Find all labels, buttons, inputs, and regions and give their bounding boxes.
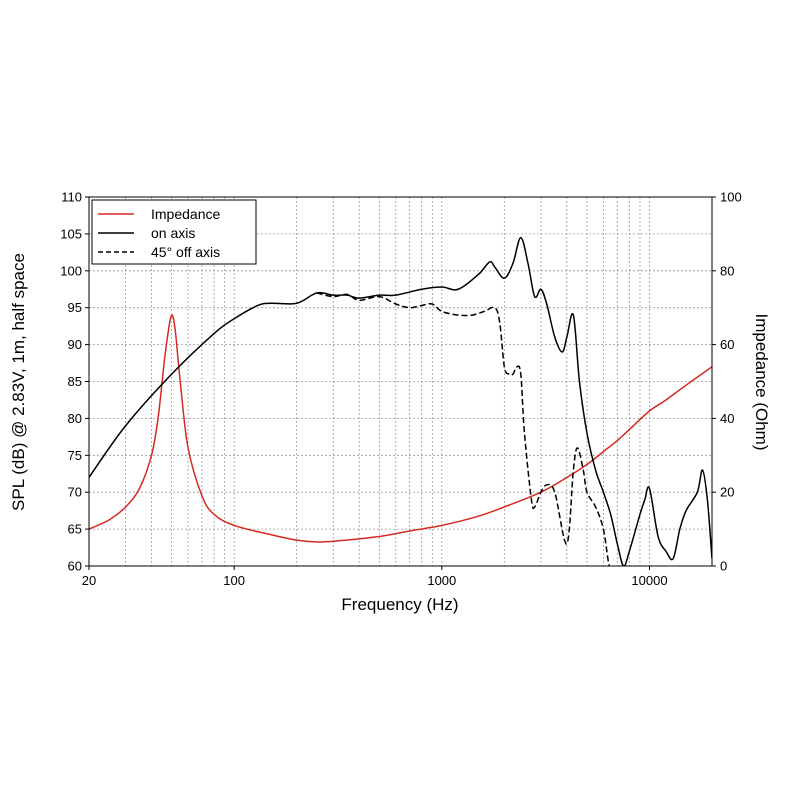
x-tick-label: 1000 — [427, 573, 456, 588]
y-tick-label: 100 — [60, 263, 82, 278]
y2-tick-label: 100 — [720, 190, 742, 205]
y2-tick-label: 60 — [720, 337, 734, 352]
legend-label-impedance: Impedance — [151, 206, 220, 222]
y-tick-label: 110 — [61, 190, 82, 205]
x-tick-label: 20 — [82, 573, 96, 588]
y-axis-title: SPL (dB) @ 2.83V, 1m, half space — [9, 253, 28, 511]
y-tick-label: 105 — [60, 226, 82, 241]
legend-label-on-axis: on axis — [151, 225, 195, 241]
y2-tick-label: 80 — [720, 263, 734, 278]
y-tick-label: 95 — [68, 300, 82, 315]
series-line-on-axis — [89, 236, 712, 566]
y-tick-label: 75 — [68, 448, 82, 463]
series-line-45-off-axis — [316, 292, 615, 566]
series-layer — [89, 236, 712, 566]
y2-tick-label: 20 — [720, 485, 734, 500]
y2-tick-label: 0 — [720, 559, 727, 574]
y-tick-label: 60 — [68, 559, 82, 574]
y-tick-label: 65 — [68, 522, 82, 537]
legend-box — [91, 199, 257, 265]
y-tick-label: 90 — [68, 337, 82, 352]
grid-layer — [89, 197, 712, 566]
y-tick-label: 80 — [68, 411, 82, 426]
x-tick-label: 100 — [223, 573, 245, 588]
y2-tick-label: 40 — [720, 411, 734, 426]
legend: Impedance on axis 45° off axis — [91, 199, 257, 265]
x-axis-title: Frequency (Hz) — [341, 595, 458, 614]
y-tick-label: 70 — [68, 485, 82, 500]
legend-label-off-axis: 45° off axis — [151, 244, 220, 260]
y2-axis-title: Impedance (Ohm) — [752, 314, 771, 451]
x-tick-label: 10000 — [631, 573, 667, 588]
series-line-impedance — [89, 314, 712, 543]
y-tick-label: 85 — [68, 374, 82, 389]
tick-layer: 60 65 70 75 80 85 90 95 100 105 110 0 20 40 60 80 100 20 1… — [60, 190, 741, 589]
